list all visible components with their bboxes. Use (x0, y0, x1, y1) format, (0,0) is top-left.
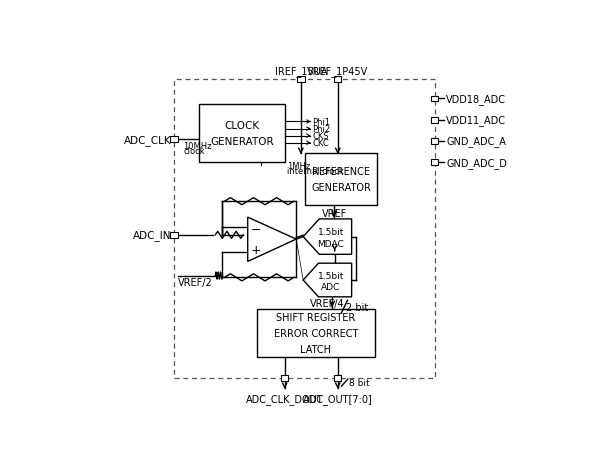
Text: internal clock: internal clock (287, 167, 344, 175)
Bar (431, 139, 439, 145)
Text: VREF/2: VREF/2 (178, 277, 212, 287)
Text: GND_ADC_A: GND_ADC_A (446, 136, 506, 147)
Text: ADC_CLK: ADC_CLK (124, 134, 172, 146)
Bar (199, 105, 285, 163)
Text: IREF_15UA: IREF_15UA (275, 66, 327, 77)
Bar (431, 118, 439, 123)
Text: GENERATOR: GENERATOR (210, 137, 274, 147)
Text: Phi2: Phi2 (312, 125, 331, 134)
Text: clock: clock (183, 147, 204, 156)
Bar (305, 154, 377, 205)
Bar (431, 96, 439, 102)
Text: ADC: ADC (321, 283, 340, 291)
Polygon shape (303, 263, 352, 297)
Text: GND_ADC_D: GND_ADC_D (446, 157, 507, 168)
Text: VREF_1P45V: VREF_1P45V (307, 66, 368, 77)
Text: CKC: CKC (312, 139, 329, 148)
Text: VDD18_ADC: VDD18_ADC (446, 94, 507, 105)
Text: GENERATOR: GENERATOR (311, 182, 371, 192)
Text: ADC_IN: ADC_IN (133, 230, 172, 241)
Bar (174, 80, 434, 379)
Bar (334, 375, 342, 381)
Text: CLOCK: CLOCK (224, 121, 259, 130)
Text: 1.5bit: 1.5bit (318, 271, 344, 280)
Text: Phi1: Phi1 (312, 118, 331, 127)
Text: ADC_OUT[7:0]: ADC_OUT[7:0] (303, 393, 372, 404)
Text: ERROR CORRECT: ERROR CORRECT (274, 329, 358, 338)
Bar (281, 375, 288, 381)
Bar (170, 137, 178, 143)
Bar (431, 160, 439, 166)
Text: MDAC: MDAC (318, 240, 344, 249)
Text: VREF: VREF (321, 208, 347, 218)
Text: 1.5bit: 1.5bit (318, 228, 344, 237)
Polygon shape (248, 218, 296, 262)
Text: 8 bit: 8 bit (349, 378, 370, 387)
Text: SHIFT REGISTER: SHIFT REGISTER (276, 313, 355, 323)
Text: VDD11_ADC: VDD11_ADC (446, 115, 507, 126)
Text: −: − (251, 224, 261, 236)
Bar (297, 77, 305, 83)
Text: +: + (251, 243, 261, 256)
Bar (334, 77, 342, 83)
Text: 2 bit: 2 bit (346, 302, 368, 312)
Bar (257, 309, 375, 357)
Polygon shape (303, 219, 352, 255)
Text: LATCH: LATCH (300, 344, 331, 354)
Text: VREF/4: VREF/4 (311, 298, 345, 308)
Text: ADC_CLK_DOUT: ADC_CLK_DOUT (246, 393, 324, 404)
Text: 1MHz: 1MHz (287, 162, 311, 171)
Text: CKS: CKS (312, 132, 329, 141)
Bar (170, 233, 178, 238)
Text: 10MHz: 10MHz (183, 142, 212, 151)
Text: REFERENCE: REFERENCE (312, 167, 370, 177)
